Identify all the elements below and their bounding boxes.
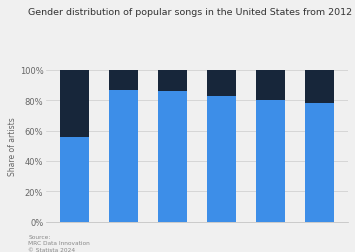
Bar — [158, 71, 187, 92]
Bar — [256, 101, 285, 222]
Bar — [207, 71, 236, 96]
Bar — [256, 71, 285, 101]
Bar — [305, 71, 334, 104]
Bar — [109, 71, 138, 90]
Bar — [305, 104, 334, 222]
Bar — [109, 90, 138, 222]
Bar — [158, 92, 187, 222]
Bar — [60, 71, 89, 137]
Text: Gender distribution of popular songs in the United States from 2012 to 2022, by : Gender distribution of popular songs in … — [28, 8, 355, 17]
Bar — [60, 137, 89, 222]
Y-axis label: Share of artists: Share of artists — [8, 117, 17, 175]
Bar — [207, 96, 236, 222]
Text: Source:
MRC Data Innovation
© Statista 2024: Source: MRC Data Innovation © Statista 2… — [28, 234, 90, 252]
